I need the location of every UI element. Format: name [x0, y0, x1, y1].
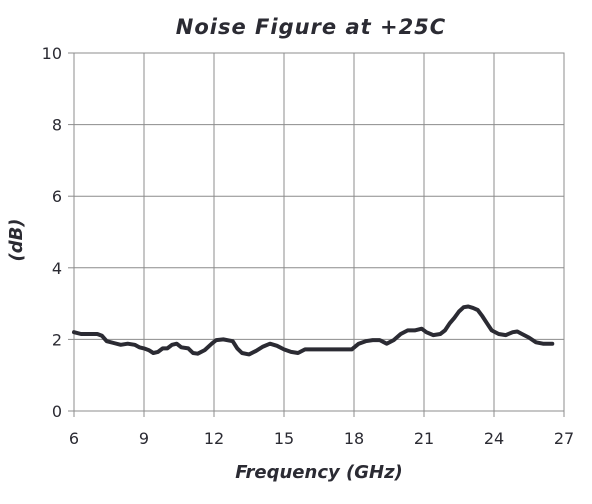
y-axis-label: (dB) — [6, 218, 27, 261]
y-axis-ticks: 0 2 4 6 8 10 — [42, 44, 74, 421]
chart-title: Noise Figure at +25C — [176, 15, 446, 39]
x-axis-label: Frequency (GHz) — [235, 462, 403, 483]
plot-area-border — [73, 52, 565, 412]
x-tick-label: 12 — [204, 429, 224, 448]
x-tick-label: 18 — [344, 429, 364, 448]
plot-frame — [73, 52, 565, 412]
x-axis-ticks: 6 9 12 15 18 21 24 27 — [69, 411, 574, 448]
y-tick-label: 10 — [42, 44, 62, 63]
x-tick-label: 27 — [554, 429, 574, 448]
x-tick-label: 6 — [69, 429, 79, 448]
y-tick-label: 6 — [52, 187, 62, 206]
y-tick-label: 2 — [52, 330, 62, 349]
y-tick-label: 8 — [52, 116, 62, 135]
x-tick-label: 9 — [139, 429, 149, 448]
series-layer — [72, 304, 555, 357]
x-tick-label: 21 — [414, 429, 434, 448]
grid-lines — [74, 52, 564, 411]
y-tick-label: 0 — [52, 402, 62, 421]
x-tick-label: 15 — [274, 429, 294, 448]
y-tick-label: 4 — [52, 259, 62, 278]
x-tick-label: 24 — [484, 429, 504, 448]
noise-figure-series-line — [72, 304, 555, 357]
